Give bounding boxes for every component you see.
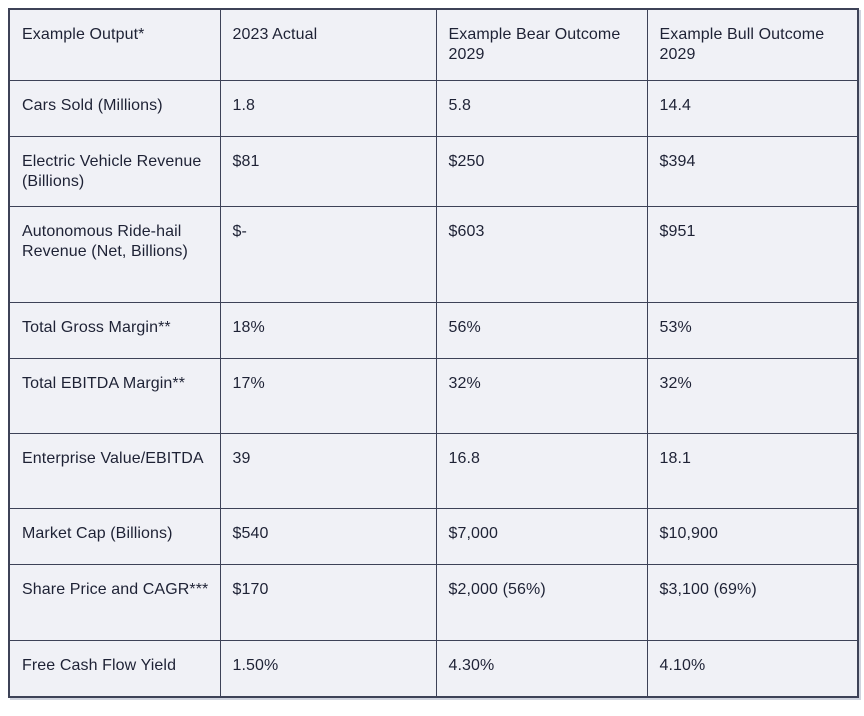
cell-value: 16.8 — [435, 432, 648, 509]
table-row: Enterprise Value/EBITDA 39 16.8 18.1 — [8, 432, 859, 509]
cell-value: $250 — [435, 135, 648, 207]
cell-value: 32% — [435, 357, 648, 434]
row-label: Total Gross Margin** — [8, 301, 221, 359]
table-row: Total EBITDA Margin** 17% 32% 32% — [8, 357, 859, 434]
column-header-2023-actual: 2023 Actual — [219, 8, 437, 81]
cell-value: 39 — [219, 432, 437, 509]
cell-value: 32% — [646, 357, 859, 434]
table-row: Market Cap (Billions) $540 $7,000 $10,90… — [8, 507, 859, 565]
cell-value: 4.30% — [435, 639, 648, 698]
cell-value: 1.8 — [219, 79, 437, 137]
table-row: Free Cash Flow Yield 1.50% 4.30% 4.10% — [8, 639, 859, 698]
cell-value: 14.4 — [646, 79, 859, 137]
table-row: Share Price and CAGR*** $170 $2,000 (56%… — [8, 563, 859, 641]
row-label: Electric Vehicle Revenue (Billions) — [8, 135, 221, 207]
cell-value: 1.50% — [219, 639, 437, 698]
row-label: Market Cap (Billions) — [8, 507, 221, 565]
row-label: Free Cash Flow Yield — [8, 639, 221, 698]
table-row: Cars Sold (Millions) 1.8 5.8 14.4 — [8, 79, 859, 137]
cell-value: $10,900 — [646, 507, 859, 565]
row-label: Autonomous Ride-hail Revenue (Net, Billi… — [8, 205, 221, 303]
cell-value: $81 — [219, 135, 437, 207]
column-header-example-output: Example Output* — [8, 8, 221, 81]
scenario-outcomes-table: Example Output* 2023 Actual Example Bear… — [8, 8, 859, 698]
cell-value: $2,000 (56%) — [435, 563, 648, 641]
row-label: Total EBITDA Margin** — [8, 357, 221, 434]
cell-value: 53% — [646, 301, 859, 359]
cell-value: 18.1 — [646, 432, 859, 509]
cell-value: 56% — [435, 301, 648, 359]
cell-value: 17% — [219, 357, 437, 434]
cell-value: $540 — [219, 507, 437, 565]
row-label: Share Price and CAGR*** — [8, 563, 221, 641]
cell-value: $394 — [646, 135, 859, 207]
cell-value: $7,000 — [435, 507, 648, 565]
cell-value: 4.10% — [646, 639, 859, 698]
cell-value: 5.8 — [435, 79, 648, 137]
table-row: Total Gross Margin** 18% 56% 53% — [8, 301, 859, 359]
table-row: Electric Vehicle Revenue (Billions) $81 … — [8, 135, 859, 207]
row-label: Cars Sold (Millions) — [8, 79, 221, 137]
header-row: Example Output* 2023 Actual Example Bear… — [8, 8, 859, 81]
cell-value: $- — [219, 205, 437, 303]
cell-value: $603 — [435, 205, 648, 303]
table-row: Autonomous Ride-hail Revenue (Net, Billi… — [8, 205, 859, 303]
row-label: Enterprise Value/EBITDA — [8, 432, 221, 509]
column-header-bear-outcome: Example Bear Outcome 2029 — [435, 8, 648, 81]
column-header-bull-outcome: Example Bull Outcome 2029 — [646, 8, 859, 81]
cell-value: $951 — [646, 205, 859, 303]
cell-value: $3,100 (69%) — [646, 563, 859, 641]
cell-value: $170 — [219, 563, 437, 641]
cell-value: 18% — [219, 301, 437, 359]
